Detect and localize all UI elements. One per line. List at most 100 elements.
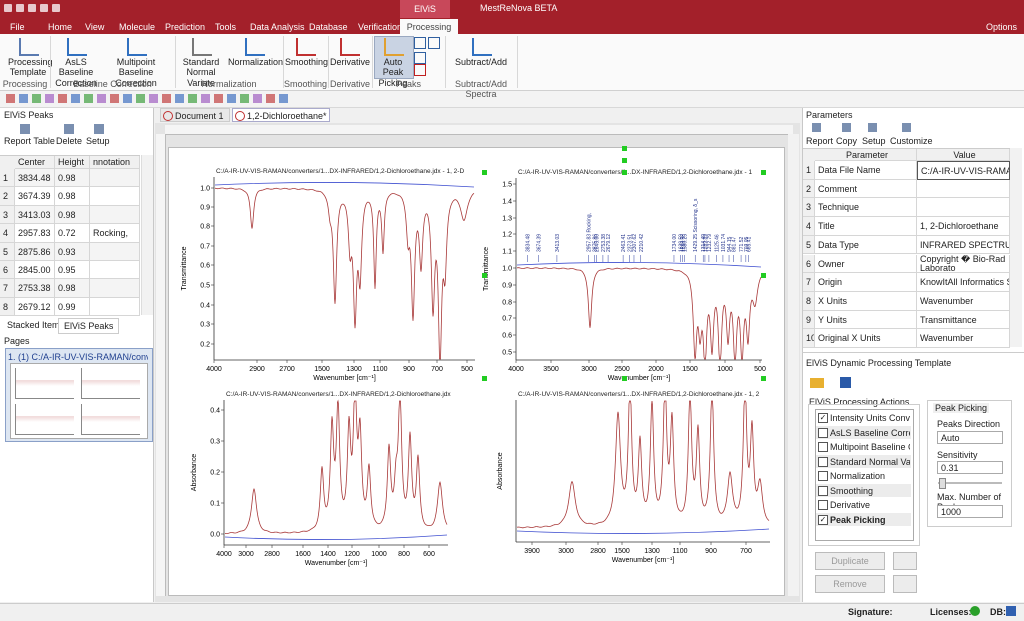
slider-thumb[interactable] bbox=[939, 478, 946, 489]
ribbon-small-icon[interactable] bbox=[428, 37, 440, 49]
panel-button-icon[interactable] bbox=[64, 124, 74, 134]
toolbar-icon[interactable] bbox=[71, 94, 80, 103]
toolbar-icon[interactable] bbox=[240, 94, 249, 103]
panel-button-icon[interactable] bbox=[868, 123, 877, 132]
ribbon-tab[interactable]: File bbox=[10, 22, 25, 32]
panel-button[interactable]: Delete bbox=[56, 136, 83, 146]
ribbon-tab[interactable]: Data Analysis bbox=[250, 22, 305, 32]
column-header[interactable]: Center bbox=[15, 156, 55, 169]
toolbar-icon[interactable] bbox=[266, 94, 275, 103]
quick-access-icon[interactable] bbox=[16, 4, 24, 12]
panel-button[interactable]: Customize bbox=[890, 136, 933, 146]
panel-button[interactable]: Copy bbox=[836, 136, 858, 146]
toolbar-icon[interactable] bbox=[19, 94, 28, 103]
quick-access-icon[interactable] bbox=[4, 4, 12, 12]
ribbon-tab[interactable]: Molecule bbox=[119, 22, 156, 32]
toolbar-icon[interactable] bbox=[97, 94, 106, 103]
spin-input[interactable]: 0.31 bbox=[937, 461, 1003, 474]
column-header[interactable]: Height bbox=[55, 156, 90, 169]
table-row[interactable]: 6 2845.00 0.95 bbox=[0, 261, 140, 280]
ribbon-tab[interactable]: Tools bbox=[215, 22, 237, 32]
ribbon-button[interactable]: AsLS Baseline Correction bbox=[55, 57, 97, 88]
toolbar-icon[interactable] bbox=[201, 94, 210, 103]
ribbon-tab[interactable]: Database bbox=[309, 22, 348, 32]
action-checkbox[interactable] bbox=[818, 456, 828, 467]
action-checkbox[interactable] bbox=[818, 471, 828, 481]
options-menu[interactable]: Options bbox=[986, 22, 1018, 32]
action-checkbox[interactable] bbox=[818, 500, 828, 510]
panel-button[interactable]: Setup bbox=[86, 136, 110, 146]
dropdown[interactable]: Auto bbox=[937, 431, 1003, 444]
ribbon-small-icon[interactable] bbox=[414, 52, 426, 64]
table-row[interactable]: 3 3413.03 0.98 bbox=[0, 205, 140, 225]
save-icon[interactable] bbox=[840, 377, 851, 388]
panel-tab[interactable]: Stacked Items bbox=[7, 320, 65, 330]
ribbon-icon[interactable] bbox=[472, 38, 492, 56]
action-label[interactable]: Derivative bbox=[830, 500, 871, 510]
table-row[interactable]: 5 2875.86 0.93 bbox=[0, 242, 140, 261]
action-button[interactable]: Remove bbox=[815, 575, 885, 593]
ribbon-icon[interactable] bbox=[67, 38, 87, 56]
ribbon-tab[interactable]: Verification bbox=[358, 22, 403, 32]
panel-button-icon[interactable] bbox=[902, 123, 911, 132]
column-header[interactable]: Parameter bbox=[815, 149, 917, 161]
table-row[interactable]: 1 3834.48 0.98 bbox=[0, 169, 140, 188]
ribbon-icon[interactable] bbox=[340, 38, 360, 56]
toolbar-icon[interactable] bbox=[188, 94, 197, 103]
toolbar-icon[interactable] bbox=[45, 94, 54, 103]
action-label[interactable]: Normalization bbox=[830, 471, 886, 481]
ribbon-button[interactable]: Processing Template bbox=[8, 57, 53, 78]
action-label[interactable]: Peak Picking bbox=[830, 514, 886, 525]
ribbon-tab[interactable]: Prediction bbox=[165, 22, 206, 32]
ribbon-button[interactable]: Smoothing bbox=[285, 57, 329, 67]
table-row[interactable]: 3 Technique bbox=[803, 198, 1010, 218]
panel-button[interactable]: Report bbox=[806, 136, 834, 146]
toolbar-icon[interactable] bbox=[110, 94, 119, 103]
action-label[interactable]: Intensity Units Conver... bbox=[830, 413, 910, 423]
move-button[interactable] bbox=[893, 575, 917, 593]
table-row[interactable]: 2 3674.39 0.98 bbox=[0, 187, 140, 206]
ribbon-button[interactable]: Normalization bbox=[228, 57, 284, 67]
toolbar-icon[interactable] bbox=[84, 94, 93, 103]
action-button[interactable]: Duplicate bbox=[815, 552, 885, 570]
toolbar-icon[interactable] bbox=[214, 94, 223, 103]
move-button[interactable] bbox=[893, 552, 917, 570]
table-row[interactable]: 4 2957.83 0.72 Rocking, bbox=[0, 224, 140, 243]
action-label[interactable]: Multipoint Baseline Co... bbox=[830, 442, 910, 452]
toolbar-icon[interactable] bbox=[123, 94, 132, 103]
table-row[interactable]: 4 Title 1, 2-Dichloroethane bbox=[803, 217, 1010, 236]
ribbon-icon[interactable] bbox=[127, 38, 147, 56]
folder-icon[interactable] bbox=[810, 378, 824, 388]
document-tab[interactable]: Document 1 bbox=[160, 108, 230, 122]
table-row[interactable]: 8 2679.12 0.99 bbox=[0, 297, 140, 316]
quick-access-icon[interactable] bbox=[28, 4, 36, 12]
ribbon-small-icon[interactable] bbox=[414, 64, 426, 76]
toolbar-icon[interactable] bbox=[58, 94, 67, 103]
action-label[interactable]: AsLS Baseline Correction bbox=[830, 427, 910, 438]
toolbar-icon[interactable] bbox=[279, 94, 288, 103]
toolbar-icon[interactable] bbox=[136, 94, 145, 103]
action-checkbox[interactable] bbox=[818, 485, 828, 496]
ribbon-icon[interactable] bbox=[384, 38, 404, 56]
column-header[interactable]: nnotation bbox=[90, 156, 140, 169]
action-label[interactable]: Standard Normal Variate bbox=[830, 456, 910, 467]
action-checkbox[interactable] bbox=[818, 442, 828, 452]
toolbar-icon[interactable] bbox=[32, 94, 41, 103]
quick-access-icon[interactable] bbox=[40, 4, 48, 12]
table-row[interactable]: 5 Data Type INFRARED SPECTRUM bbox=[803, 235, 1010, 255]
panel-tab[interactable]: ElViS Peaks bbox=[58, 318, 120, 335]
panel-button-icon[interactable] bbox=[812, 123, 821, 132]
ribbon-tab[interactable]: View bbox=[85, 22, 105, 32]
action-checkbox[interactable]: ✓ bbox=[818, 413, 828, 423]
panel-button[interactable]: Setup bbox=[862, 136, 886, 146]
ribbon-icon[interactable] bbox=[192, 38, 212, 56]
panel-button-icon[interactable] bbox=[20, 124, 30, 134]
page-item-label[interactable]: 1. (1) C:/A-IR-UV-VIS-RAMAN/converters bbox=[8, 352, 148, 362]
toolbar-icon[interactable] bbox=[175, 94, 184, 103]
